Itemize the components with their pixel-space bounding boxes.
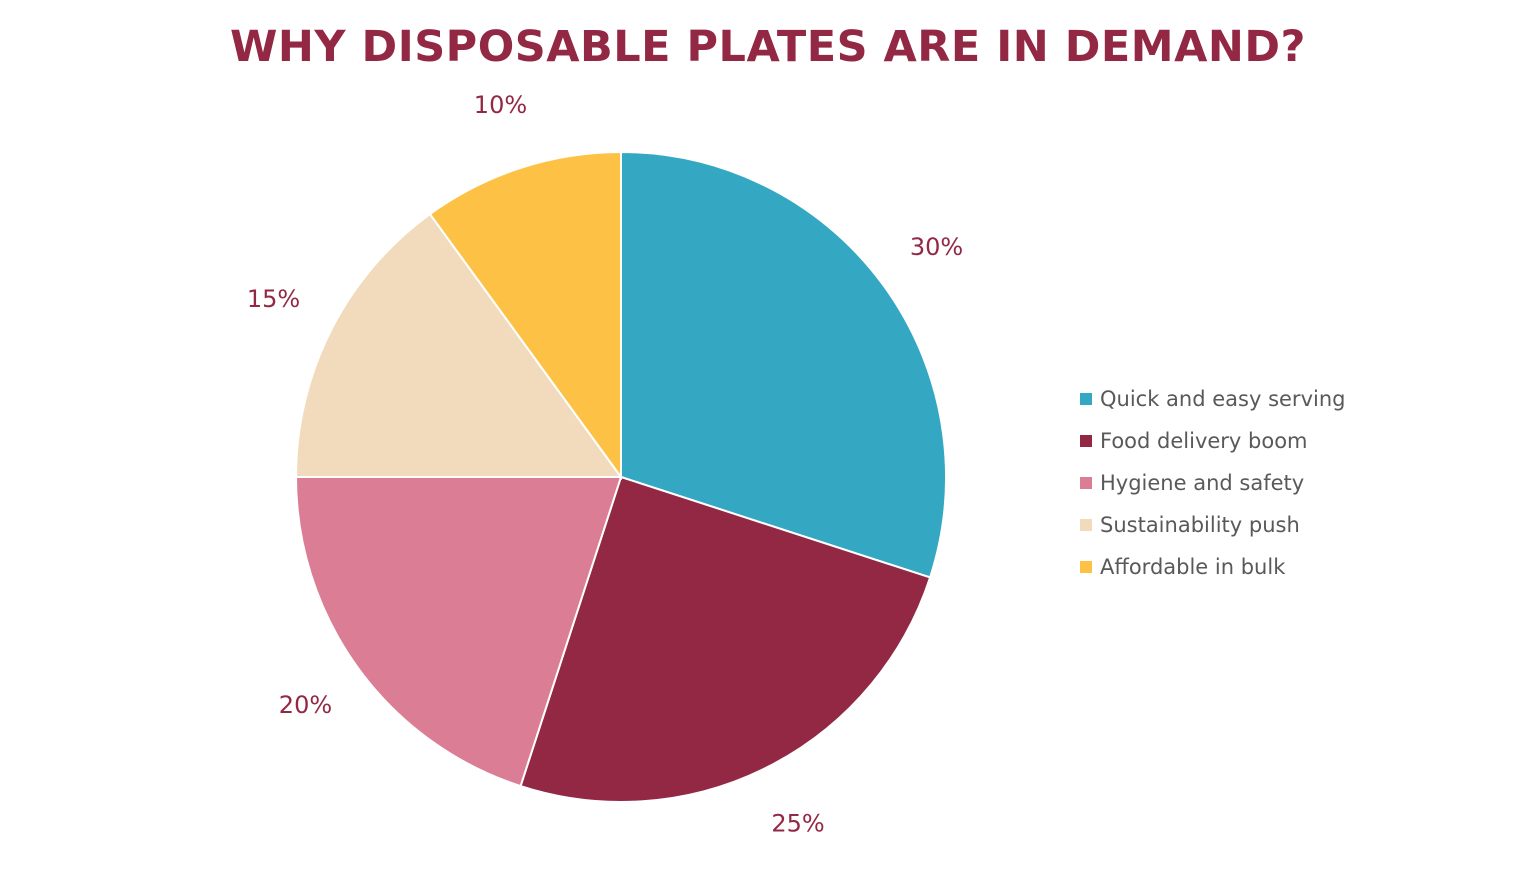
legend-label: Quick and easy serving	[1100, 387, 1346, 411]
slice-data-label: 15%	[247, 285, 300, 313]
legend-swatch	[1080, 435, 1092, 447]
legend-label: Sustainability push	[1100, 513, 1300, 537]
slice-data-label: 25%	[771, 809, 824, 837]
pie-slice-hygiene-and-safety	[294, 476, 623, 788]
slice-data-label: 30%	[910, 233, 963, 261]
legend-swatch	[1080, 393, 1092, 405]
legend-swatch	[1080, 561, 1092, 573]
legend-label: Hygiene and safety	[1100, 471, 1305, 495]
legend-item: Hygiene and safety	[1080, 462, 1345, 504]
legend-label: Food delivery boom	[1100, 429, 1308, 453]
pie-slice-quick-and-easy-serving	[620, 150, 947, 579]
legend-item: Sustainability push	[1080, 504, 1345, 546]
legend-label: Affordable in bulk	[1100, 555, 1286, 579]
legend-swatch	[1080, 477, 1092, 489]
slice-data-label: 20%	[279, 691, 332, 719]
legend: Quick and easy serving Food delivery boom…	[1080, 378, 1345, 588]
pie-slice-sustainability-push	[294, 212, 623, 478]
pie-slice-food-delivery-boom	[519, 475, 932, 803]
pie-slices	[294, 150, 947, 803]
legend-item: Quick and easy serving	[1080, 378, 1345, 420]
legend-swatch	[1080, 519, 1092, 531]
pie-slice-affordable-in-bulk	[428, 150, 622, 481]
chart-title: WHY DISPOSABLE PLATES ARE IN DEMAND?	[230, 22, 1306, 72]
legend-item: Food delivery boom	[1080, 420, 1345, 462]
legend-item: Affordable in bulk	[1080, 546, 1345, 588]
slice-data-label: 10%	[474, 91, 527, 119]
pie-slice-labels: 30% 25% 20% 15% 10%	[247, 91, 963, 837]
